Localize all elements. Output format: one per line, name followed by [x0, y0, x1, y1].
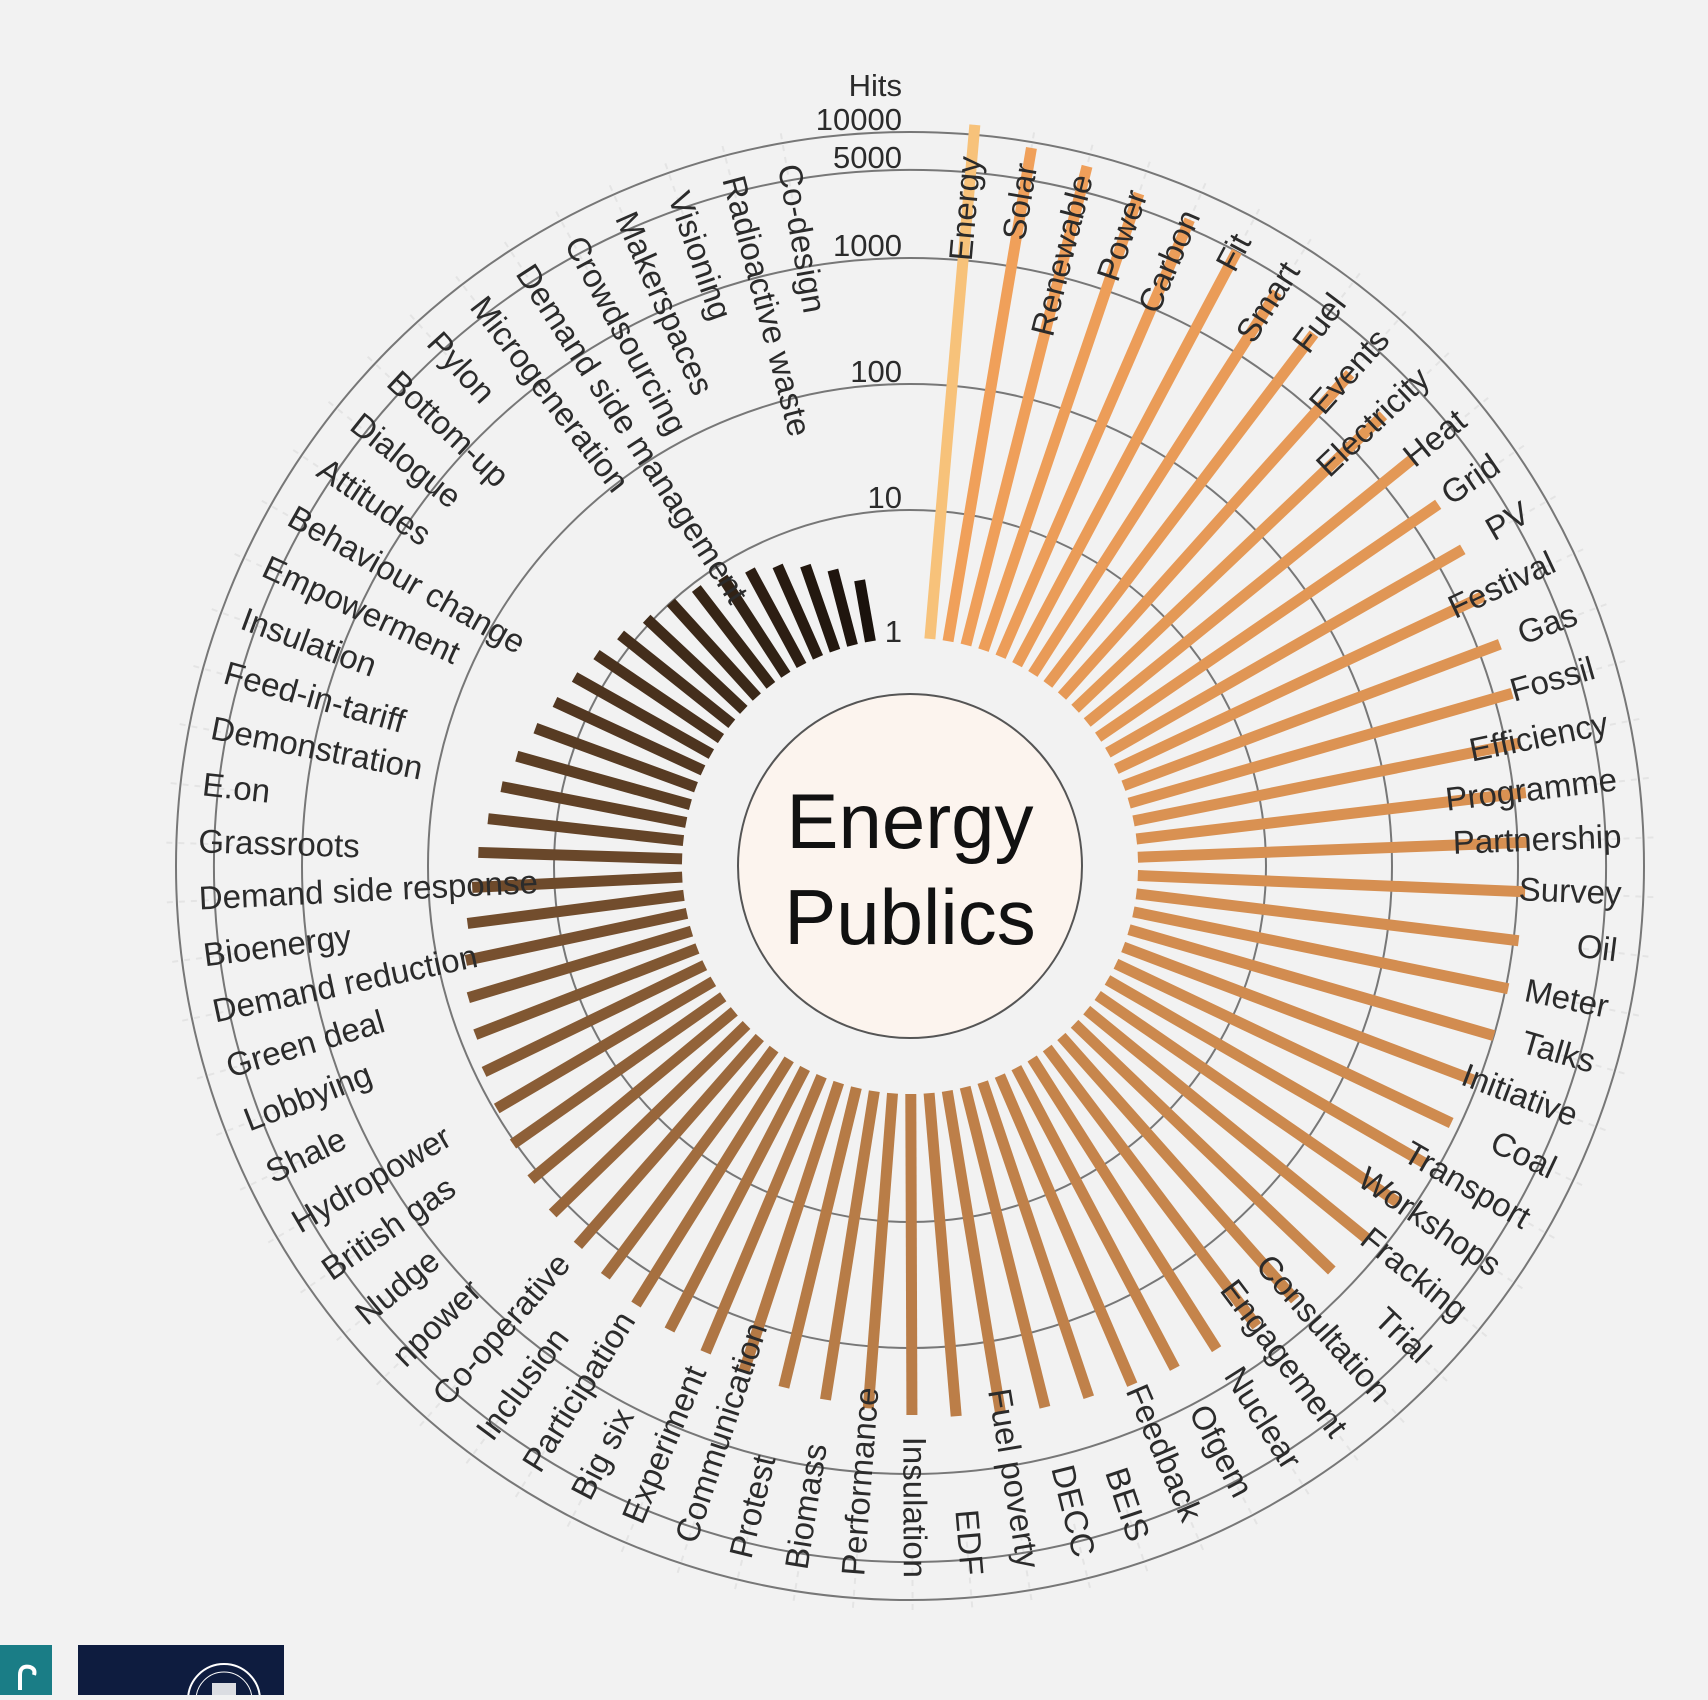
category-label: Bioenergy: [201, 917, 354, 973]
bar-co-design: [860, 580, 871, 641]
tick-label-1: 1: [885, 614, 902, 649]
teal-logo-mark-icon: [0, 1645, 52, 1695]
tick-label-1000: 1000: [833, 228, 902, 263]
category-label: EDF: [948, 1508, 990, 1577]
bar-grassroots: [478, 852, 682, 858]
category-label: Gas: [1512, 596, 1582, 652]
chart-title-line-2: Publics: [784, 873, 1035, 961]
category-label: Partnership: [1452, 817, 1622, 860]
category-label: Energy: [942, 154, 988, 262]
category-label: Programme: [1443, 761, 1619, 818]
bar-radioactive-waste: [833, 570, 853, 645]
category-label: Demand side response: [198, 863, 539, 917]
category-label: Grassroots: [198, 822, 360, 864]
tick-label-100: 100: [850, 354, 902, 389]
tick-label-10: 10: [868, 480, 902, 515]
category-label: Grid: [1434, 446, 1506, 512]
category-label: Insulation: [896, 1437, 933, 1578]
tick-label-5000: 5000: [833, 140, 902, 175]
category-label: E.on: [201, 765, 273, 809]
bar-fuel: [1048, 334, 1314, 685]
university-crest-icon: [78, 1645, 284, 1695]
bar-e-on: [488, 819, 683, 841]
bar-trial: [1075, 1024, 1332, 1271]
bar-insulation: [911, 1094, 912, 1415]
category-label: Trial: [1368, 1300, 1439, 1370]
category-label: Protest: [722, 1451, 783, 1561]
category-label: PV: [1479, 494, 1536, 548]
chart-title-line-1: Energy: [786, 777, 1033, 865]
bar-oil: [1136, 894, 1518, 941]
category-label: Fuel poverty: [981, 1386, 1047, 1572]
category-label: Fit: [1208, 227, 1258, 277]
category-label: Meter: [1522, 971, 1612, 1024]
category-label: Survey: [1518, 870, 1623, 911]
university-logo: [78, 1645, 284, 1695]
category-label: Solar: [995, 160, 1044, 242]
bar-survey: [1138, 876, 1525, 892]
bar-smart: [1033, 292, 1277, 674]
category-label: Fossil: [1506, 649, 1599, 708]
category-label: DECC: [1044, 1461, 1103, 1561]
category-label: Efficiency: [1466, 704, 1612, 768]
category-label: Talks: [1517, 1023, 1600, 1080]
category-label: Coal: [1485, 1123, 1562, 1186]
category-label: Oil: [1575, 927, 1620, 969]
category-label: Performance: [834, 1386, 885, 1577]
teal-logo: [0, 1645, 52, 1695]
axis-title-hits: Hits: [849, 68, 902, 103]
tick-label-10000: 10000: [816, 102, 902, 137]
center-circle: [738, 694, 1082, 1038]
